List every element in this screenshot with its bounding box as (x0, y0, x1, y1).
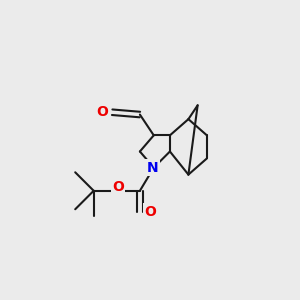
Text: N: N (147, 161, 158, 175)
Text: O: O (144, 205, 156, 219)
Text: O: O (112, 180, 124, 194)
Text: O: O (96, 105, 108, 119)
